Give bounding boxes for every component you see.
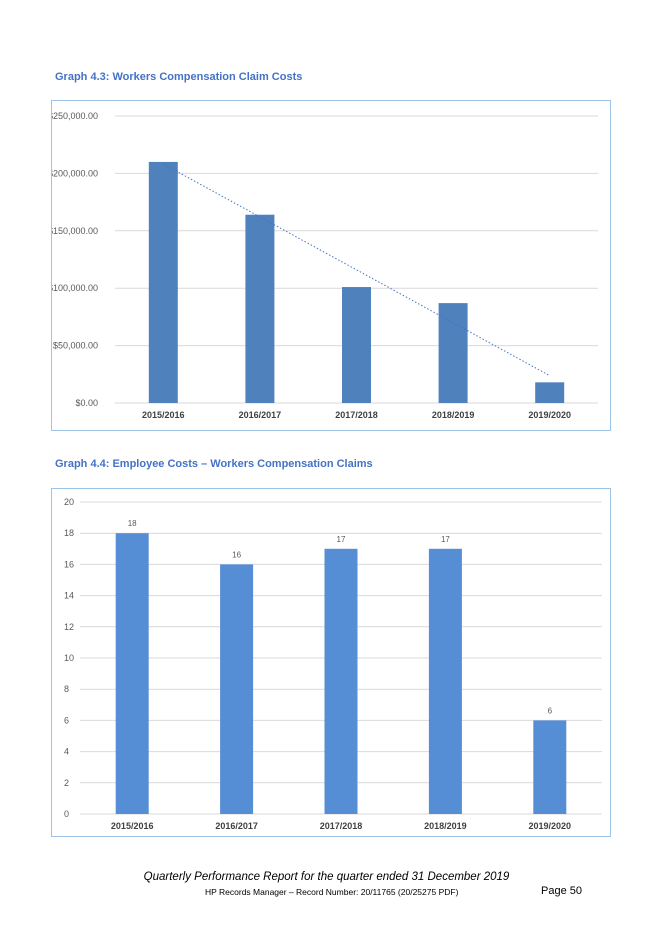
x-category-label: 2019/2020 — [529, 821, 572, 831]
footer-record-number: HP Records Manager – Record Number: 20/1… — [205, 887, 459, 897]
bar — [245, 214, 275, 403]
x-category-label: 2018/2019 — [432, 410, 475, 420]
graph-4-3-title: Graph 4.3: Workers Compensation Claim Co… — [55, 71, 303, 83]
y-tick-label: 4 — [64, 747, 69, 757]
footer-page-number: Page 50 — [541, 885, 582, 897]
y-tick-label: 10 — [64, 653, 74, 663]
x-category-label: 2016/2017 — [215, 821, 258, 831]
y-tick-label: 6 — [64, 715, 69, 725]
y-tick-label: 14 — [64, 591, 74, 601]
y-tick-label: $200,000.00 — [52, 168, 98, 178]
y-tick-label: 0 — [64, 809, 69, 819]
x-category-label: 2017/2018 — [320, 821, 363, 831]
x-category-label: 2015/2016 — [111, 821, 154, 831]
y-tick-label: $50,000.00 — [53, 341, 98, 351]
y-tick-label: 16 — [64, 559, 74, 569]
bar — [533, 720, 567, 814]
bar — [428, 548, 462, 814]
x-category-label: 2015/2016 — [142, 410, 185, 420]
y-tick-label: 12 — [64, 622, 74, 632]
y-tick-label: $250,000.00 — [52, 111, 98, 121]
bar — [324, 548, 358, 814]
bar — [438, 303, 468, 403]
bar — [535, 382, 565, 403]
y-tick-label: 18 — [64, 528, 74, 538]
y-tick-label: 2 — [64, 778, 69, 788]
y-tick-label: $0.00 — [75, 398, 98, 408]
graph-4-4-svg: 0 2 4 6 8 10 12 14 16 18 20 2015/2016 18 2016/2017 16 2… — [64, 497, 602, 831]
data-label: 18 — [128, 519, 137, 528]
footer-report-title: Quarterly Performance Report for the qua… — [143, 871, 510, 883]
bar — [148, 161, 178, 403]
y-tick-label: $100,000.00 — [52, 283, 98, 293]
data-label: 17 — [337, 535, 346, 544]
bar — [342, 287, 371, 403]
graph-4-3-svg: $0.00 $50,000.00 $100,000.00 $150,000.00 $20… — [52, 111, 598, 420]
x-category-label: 2017/2018 — [335, 410, 378, 420]
data-label: 6 — [548, 706, 553, 715]
data-label: 16 — [232, 550, 241, 559]
graph-4-3-chart: $0.00 $50,000.00 $100,000.00 $150,000.00 $20… — [51, 100, 611, 431]
y-tick-label: 20 — [64, 497, 74, 507]
graph-4-4-chart: 0 2 4 6 8 10 12 14 16 18 20 2015/2016 18 2016/2017 16 2… — [51, 488, 611, 837]
x-category-label: 2018/2019 — [424, 821, 467, 831]
x-category-label: 2016/2017 — [239, 410, 282, 420]
graph-4-4-title: Graph 4.4: Employee Costs – Workers Comp… — [55, 458, 373, 470]
y-tick-label: 8 — [64, 684, 69, 694]
bar — [115, 533, 149, 814]
data-label: 17 — [441, 535, 450, 544]
bar — [220, 564, 254, 814]
x-category-label: 2019/2020 — [528, 410, 571, 420]
y-tick-label: $150,000.00 — [52, 226, 98, 236]
